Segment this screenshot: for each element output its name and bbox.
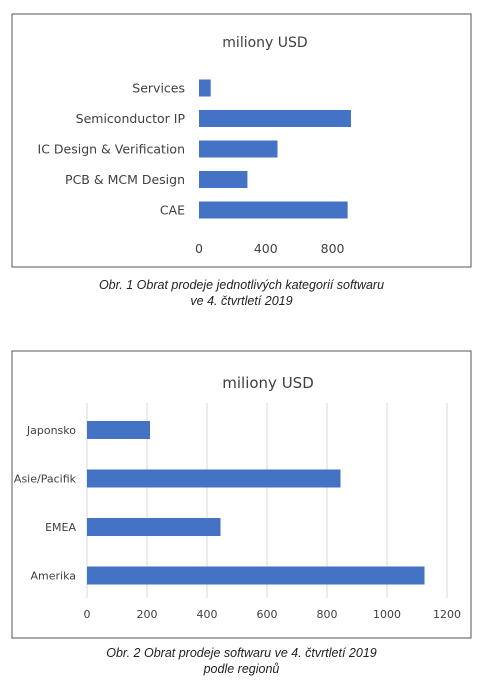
category-label: Amerika [30, 569, 76, 582]
x-tick-label: 1000 [373, 608, 401, 621]
caption-1-line-1: Obr. 1 Obrat prodeje jednotlivých katego… [98, 278, 385, 292]
x-tick-label: 400 [197, 608, 218, 621]
chart-2: miliony USD Japonsko Asie/Pacifik EMEA Amer… [11, 350, 472, 639]
bar-ic-design-verification [199, 140, 278, 158]
category-label: PCB & MCM Design [65, 172, 185, 187]
figure-1: miliony USD Services Semiconductor IP IC D… [0, 0, 483, 320]
chart-1: miliony USD Services Semiconductor IP IC D… [11, 13, 472, 268]
bar-amerika [87, 566, 425, 585]
x-tick-label: 400 [254, 241, 278, 256]
caption-2: Obr. 2 Obrat prodeje softwaru ve 4. čtvr… [0, 645, 483, 677]
category-label: Japonsko [26, 424, 76, 437]
chart-1-title: miliony USD [222, 35, 307, 51]
caption-1: Obr. 1 Obrat prodeje jednotlivých katego… [0, 277, 483, 309]
category-label: Services [132, 80, 185, 95]
x-tick-label: 800 [317, 608, 338, 621]
x-tick-label: 0 [84, 608, 91, 621]
bar-services [199, 79, 211, 97]
bar-emea [87, 518, 221, 536]
caption-2-line-2: podle regionů [203, 662, 280, 676]
x-tick-label: 600 [257, 608, 278, 621]
bar-pcb-mcm-design [199, 171, 248, 188]
category-label: Semiconductor IP [76, 111, 186, 126]
bar-cae [199, 201, 348, 219]
figure-2: miliony USD Japonsko Asie/Pacifik EMEA Amer… [0, 345, 483, 686]
x-tick-label: 800 [321, 241, 345, 256]
category-label: CAE [160, 202, 185, 217]
bar-semiconductor-ip [199, 110, 351, 127]
caption-2-line-1: Obr. 2 Obrat prodeje softwaru ve 4. čtvr… [106, 646, 377, 660]
category-label: Asie/Pacifik [14, 472, 77, 485]
x-tick-label: 0 [195, 241, 203, 256]
x-tick-label: 1200 [433, 608, 461, 621]
chart-2-title: miliony USD [222, 374, 314, 392]
bar-asie-pacifik [87, 469, 341, 488]
chart-2-frame [11, 350, 472, 639]
category-label: EMEA [45, 521, 76, 534]
category-label: IC Design & Verification [38, 141, 185, 156]
x-tick-label: 200 [137, 608, 158, 621]
caption-1-line-2: ve 4. čtvrtletí 2019 [190, 294, 293, 308]
bar-japonsko [87, 421, 150, 439]
